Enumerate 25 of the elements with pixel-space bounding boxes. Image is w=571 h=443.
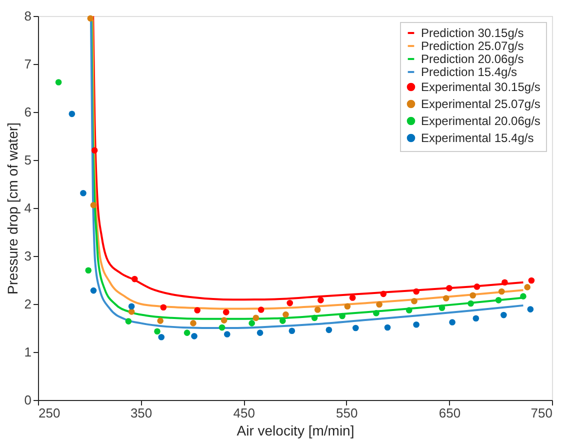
y-tick-label: 4 <box>24 200 32 216</box>
x-tick-label: 550 <box>336 406 358 420</box>
x-tick-label: 250 <box>38 406 60 420</box>
x-tick-label: 650 <box>438 406 461 420</box>
x-tick-label: 350 <box>130 406 152 420</box>
y-tick-label: 5 <box>24 152 32 168</box>
x-tick-label: 450 <box>233 406 255 420</box>
y-tick-label: 1 <box>24 344 32 360</box>
legend-label: Experimental 20.06g/s <box>421 114 540 128</box>
y-tick-label: 8 <box>24 8 32 24</box>
y-tick-label: 3 <box>24 248 32 264</box>
y-tick-label: 2 <box>24 296 32 312</box>
legend-label: Prediction 20.06g/s <box>421 52 524 66</box>
x-tick-label: 750 <box>530 406 552 420</box>
legend-label: Prediction 25.07g/s <box>421 39 524 53</box>
legend-label: Prediction 30.15g/s <box>421 26 524 40</box>
y-axis-title: Pressure drop [cm of water] <box>4 122 20 294</box>
x-axis-title: Air velocity [m/min] <box>236 422 354 438</box>
y-tick-label: 0 <box>24 392 32 408</box>
legend-label: Prediction 15.4g/s <box>421 65 518 79</box>
legend-label: Experimental 30.15g/s <box>421 80 540 94</box>
y-tick-label: 7 <box>24 56 32 72</box>
y-tick-label: 6 <box>24 104 32 120</box>
legend-label: Experimental 15.4g/s <box>421 131 534 145</box>
legend-label: Experimental 25.07g/s <box>421 97 540 111</box>
